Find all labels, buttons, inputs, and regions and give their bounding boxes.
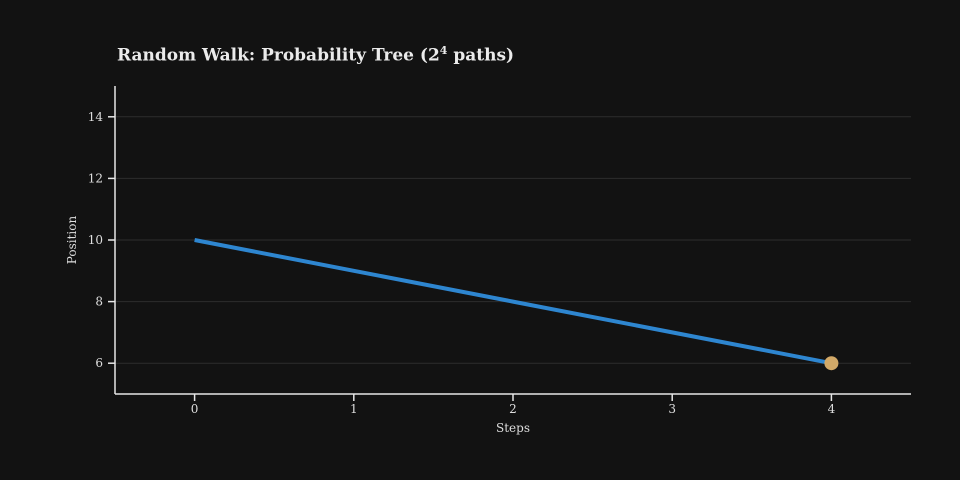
y-tick-label: 10 <box>88 233 103 247</box>
x-tick-label: 0 <box>191 402 199 416</box>
endpoint-marker <box>824 356 839 371</box>
chart-title-prefix: Random Walk: Probability Tree (2 <box>117 45 440 66</box>
y-tick-label: 14 <box>88 110 104 124</box>
x-axis-label: Steps <box>496 421 530 435</box>
x-tick-label: 4 <box>828 402 836 416</box>
chart-title-superscript: 4 <box>439 44 448 57</box>
y-tick-label: 6 <box>95 356 103 370</box>
x-tick-label: 3 <box>668 402 676 416</box>
x-tick-label: 1 <box>350 402 358 416</box>
y-tick-label: 12 <box>88 171 103 185</box>
x-tick-label: 2 <box>509 402 517 416</box>
walk-line <box>194 238 832 366</box>
y-tick-label: 8 <box>95 295 103 309</box>
chart-title-suffix: paths) <box>447 45 515 66</box>
chart-title: Random Walk: Probability Tree (24 paths) <box>117 44 514 66</box>
y-axis-label: Position <box>65 216 79 265</box>
